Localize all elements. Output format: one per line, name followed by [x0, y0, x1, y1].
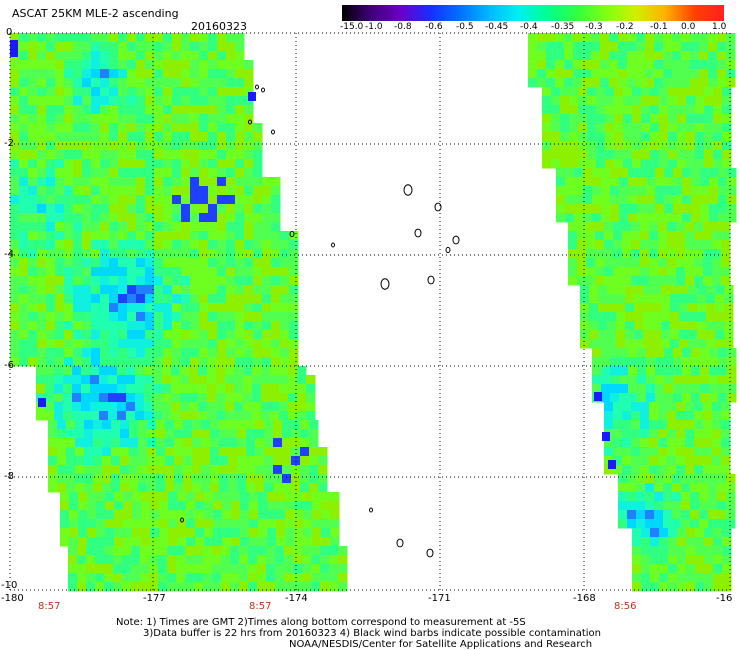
y-tick-0: 0	[6, 27, 13, 38]
note-line-1: Note: 1) Times are GMT 2)Times along bot…	[116, 617, 526, 628]
colorbar-label: -0.3	[585, 22, 603, 32]
colorbar-label: -0.6	[425, 22, 443, 32]
note-line-3: NOAA/NESDIS/Center for Satellite Applica…	[289, 639, 593, 650]
lat-lon-grid	[9, 32, 731, 591]
map-title: ASCAT 25KM MLE-2 ascending	[12, 7, 179, 20]
colorbar-label: -0.1	[650, 22, 668, 32]
colorbar-label: -0.2	[616, 22, 634, 32]
x-tick-177: -177	[143, 593, 166, 604]
x-tick-168: -168	[573, 593, 596, 604]
x-tick-180: -180	[1, 593, 24, 604]
y-tick-10: -10	[1, 580, 18, 591]
colorbar-label: -1.0	[365, 22, 383, 32]
colorbar-label: -0.35	[551, 22, 575, 32]
swath-time-3: 8:56	[614, 601, 637, 612]
colorbar-label: 0.0	[681, 22, 696, 32]
colorbar-gradient	[342, 5, 724, 21]
colorbar	[342, 5, 724, 21]
colorbar-label: -0.45	[485, 22, 509, 32]
y-tick-2: -2	[4, 138, 14, 149]
x-tick-171: -171	[428, 593, 451, 604]
colorbar-label: -0.5	[456, 22, 474, 32]
colorbar-label: -0.4	[520, 22, 538, 32]
map-date: 20160323	[191, 20, 247, 33]
swath-time-2: 8:57	[249, 601, 272, 612]
swath-data	[10, 33, 737, 592]
y-tick-6: -6	[4, 360, 14, 371]
note-line-2: 3)Data buffer is 22 hrs from 20160323 4)…	[143, 628, 601, 639]
colorbar-label: -0.8	[394, 22, 412, 32]
x-tick-174: -174	[285, 593, 308, 604]
island-outlines	[180, 84, 460, 558]
y-tick-8: -8	[4, 471, 14, 482]
swath-time-1: 8:57	[38, 601, 61, 612]
x-tick-165: -16	[716, 593, 733, 604]
colorbar-label: -15.0	[340, 22, 364, 32]
colorbar-label: 1.0	[712, 22, 727, 32]
y-tick-4: -4	[4, 249, 14, 260]
